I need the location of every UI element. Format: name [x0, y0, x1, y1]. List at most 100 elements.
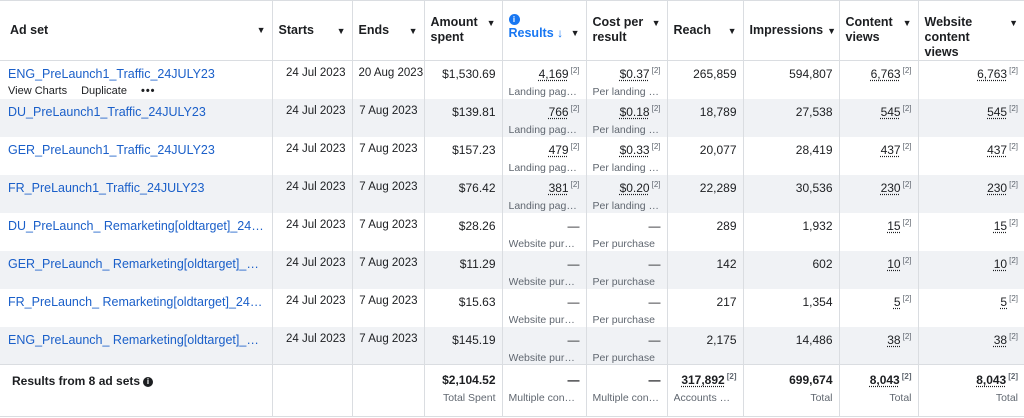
results-type: Landing page views	[508, 161, 580, 174]
ad-set-name-link[interactable]: ENG_PreLaunch1_Traffic_24JULY23	[8, 67, 215, 81]
value[interactable]: 10	[993, 256, 1008, 271]
ad-set-name-link[interactable]: FR_PreLaunch1_Traffic_24JULY23	[8, 180, 205, 195]
footnote: [2]	[651, 103, 661, 113]
caret-down-icon[interactable]: ▼	[902, 18, 912, 28]
value: $1,530.69	[442, 67, 496, 81]
caret-down-icon[interactable]: ▼	[651, 18, 661, 28]
cell-results: — Website purchases	[502, 250, 587, 289]
caret-down-icon[interactable]: ▼	[727, 26, 737, 36]
totals-results: — Multiple conversions	[502, 364, 587, 417]
value[interactable]: 38	[993, 332, 1008, 347]
column-header-ad-set[interactable]: Ad set ▼	[0, 0, 273, 61]
column-header-impressions[interactable]: Impressions ▼	[743, 0, 840, 61]
table-row[interactable]: GER_PreLaunch_ Remarketing[oldtarget]_24…	[0, 250, 1024, 289]
cost-value[interactable]: $0.37	[619, 67, 650, 81]
value[interactable]: 230	[987, 180, 1008, 195]
cell-ends: 7 Aug 2023	[352, 98, 425, 137]
caret-down-icon[interactable]: ▼	[256, 25, 266, 35]
column-header-starts[interactable]: Starts ▼	[272, 0, 353, 61]
value[interactable]: 15	[993, 218, 1008, 233]
cell-results: — Website purchases	[502, 288, 587, 327]
table-row[interactable]: DU_PreLaunch_ Remarketing[oldtarget]_24_…	[0, 212, 1024, 251]
caret-down-icon[interactable]: ▼	[827, 26, 837, 36]
info-icon[interactable]: i	[508, 14, 520, 25]
ad-set-name-link[interactable]: DU_PreLaunch1_Traffic_24JULY23	[8, 104, 206, 119]
value[interactable]: 5	[893, 294, 901, 309]
footnote: [2]	[902, 66, 912, 75]
value[interactable]: 15	[887, 218, 901, 233]
caret-down-icon[interactable]: ▼	[486, 18, 496, 28]
footnote: [2]	[901, 372, 912, 381]
cell-ends: 7 Aug 2023	[352, 326, 425, 365]
totals-ends	[352, 364, 425, 417]
ad-set-name-link[interactable]: ENG_PreLaunch_ Remarketing[oldtarget]_24…	[8, 332, 266, 347]
column-header-reach[interactable]: Reach ▼	[667, 0, 744, 61]
footnote: [2]	[570, 141, 580, 151]
footnote: [2]	[1009, 331, 1018, 341]
table-row[interactable]: FR_PreLaunch1_Traffic_24JULY23 24 Jul 20…	[0, 174, 1024, 213]
duplicate-button[interactable]: Duplicate	[81, 85, 127, 97]
results-value[interactable]: 381	[548, 180, 569, 195]
caret-down-icon[interactable]: ▼	[408, 26, 418, 36]
cell-ends: 7 Aug 2023	[352, 136, 425, 175]
results-value[interactable]: 4,169	[538, 67, 569, 81]
value[interactable]: 38	[887, 332, 901, 347]
value: —	[648, 373, 661, 387]
table-row[interactable]: ENG_PreLaunch_ Remarketing[oldtarget]_24…	[0, 326, 1024, 365]
cell-content-views: 437 [2]	[839, 136, 919, 175]
sort-descending-icon[interactable]: ↓	[557, 26, 564, 40]
ad-set-name-link[interactable]: DU_PreLaunch_ Remarketing[oldtarget]_24_…	[8, 218, 266, 233]
value[interactable]: 8,043	[976, 373, 1007, 387]
column-header-ends[interactable]: Ends ▼	[352, 0, 425, 61]
ad-set-name-link[interactable]: GER_PreLaunch_ Remarketing[oldtarget]_24…	[8, 256, 266, 271]
cell-amount-spent: $145.19	[424, 326, 503, 365]
value[interactable]: 317,892	[681, 373, 725, 387]
results-value: —	[567, 256, 580, 271]
table-row[interactable]: ENG_PreLaunch1_Traffic_24JULY23 View Cha…	[0, 60, 1024, 99]
view-charts-button[interactable]: View Charts	[8, 85, 68, 97]
table-row[interactable]: GER_PreLaunch1_Traffic_24JULY23 24 Jul 2…	[0, 136, 1024, 175]
column-header-cost-per-result[interactable]: Cost per result ▼	[586, 0, 668, 61]
table-row[interactable]: FR_PreLaunch_ Remarketing[oldtarget]_24_…	[0, 288, 1024, 327]
totals-sub: Total Spent	[442, 392, 496, 404]
footnote: [2]	[1009, 103, 1018, 113]
caret-down-icon[interactable]: ▼	[570, 28, 580, 38]
value[interactable]: 545	[880, 104, 901, 119]
value: 699,674	[789, 373, 833, 387]
value: $139.81	[452, 104, 496, 119]
cell-reach: 289	[667, 212, 744, 251]
value[interactable]: 437	[987, 142, 1008, 157]
value[interactable]: 6,763	[977, 67, 1008, 81]
caret-down-icon[interactable]: ▼	[336, 26, 346, 36]
cell-website-content-views: 6,763 [2]	[918, 61, 1024, 99]
column-header-results[interactable]: i Results ↓ ▼	[502, 0, 587, 61]
value[interactable]: 230	[880, 180, 901, 195]
cost-value[interactable]: $0.18	[619, 104, 650, 119]
value[interactable]: 437	[880, 142, 901, 157]
value[interactable]: 5	[1000, 294, 1008, 309]
ad-set-name-link[interactable]: GER_PreLaunch1_Traffic_24JULY23	[8, 142, 215, 157]
info-icon[interactable]: i	[143, 377, 154, 387]
cell-cost-per-result: $0.20[2] Per landing page view	[586, 174, 668, 213]
totals-website-content-views: 8,043 [2] Total	[918, 365, 1024, 417]
column-header-amount-spent[interactable]: Amount spent ▼	[424, 0, 503, 61]
table-row[interactable]: DU_PreLaunch1_Traffic_24JULY23 24 Jul 20…	[0, 98, 1024, 137]
value[interactable]: 8,043	[869, 373, 900, 387]
column-header-label: Reach	[673, 23, 712, 37]
ad-set-name-link[interactable]: FR_PreLaunch_ Remarketing[oldtarget]_24_…	[8, 294, 266, 309]
results-value[interactable]: 766	[548, 104, 569, 119]
cell-website-content-views: 437 [2]	[918, 137, 1024, 175]
value[interactable]: 545	[987, 104, 1008, 119]
cell-content-views: 10 [2]	[839, 250, 919, 289]
results-value[interactable]: 479	[548, 142, 569, 157]
cell-content-views: 38 [2]	[839, 326, 919, 365]
value[interactable]: 6,763	[870, 67, 901, 81]
column-header-content-views[interactable]: Content views ▼	[839, 0, 919, 61]
column-header-website-content-views[interactable]: Website content views ▼	[918, 0, 1024, 61]
cost-value[interactable]: $0.33	[619, 142, 650, 157]
value[interactable]: 10	[887, 256, 901, 271]
caret-down-icon[interactable]: ▼	[1009, 18, 1018, 28]
cost-value[interactable]: $0.20	[619, 180, 650, 195]
more-options-icon[interactable]: •••	[140, 85, 156, 97]
